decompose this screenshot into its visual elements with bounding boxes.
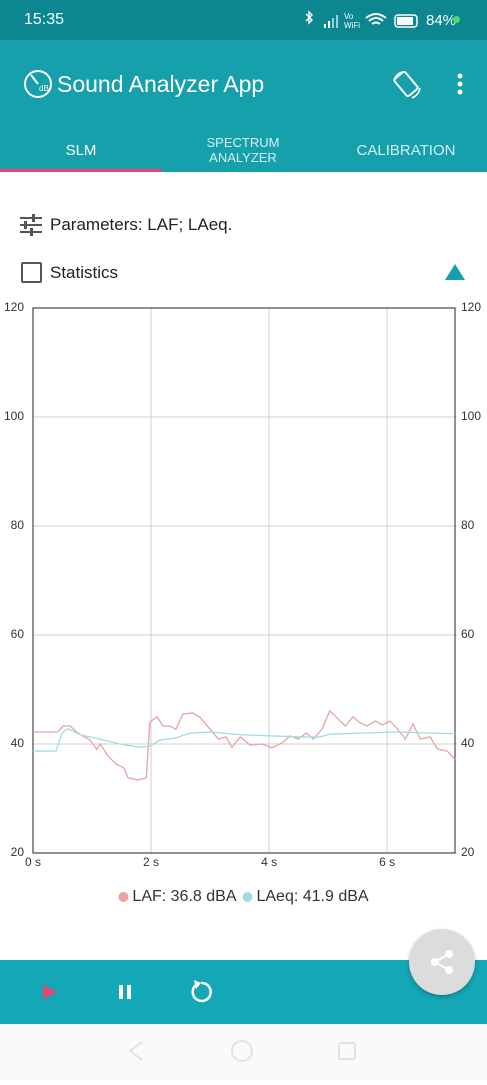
y-tick-label: 120 (4, 300, 24, 314)
y-tick-label: 40 (11, 736, 25, 750)
battery-level: 84% (426, 12, 457, 29)
legend-label: LAF: 36.8 dBA (132, 888, 236, 905)
reset-button[interactable] (188, 979, 214, 1005)
nav-icons (128, 1040, 356, 1062)
charging-dot (453, 16, 460, 23)
svg-text:Vo: Vo (344, 12, 354, 21)
svg-text:WiFi: WiFi (344, 21, 360, 30)
legend-marker (118, 892, 129, 902)
app-title: Sound Analyzer App (57, 71, 265, 97)
tab[interactable]: SPECTRUM ANALYZER (206, 135, 280, 165)
x-tick-label: 4 s (261, 855, 277, 869)
app-bar: dB Sound Analyzer App SLM SPECTRUM ANALY… (0, 40, 487, 172)
svg-text:dB: dB (39, 84, 49, 93)
x-tick-label: 2 s (143, 855, 159, 869)
series-line (33, 709, 456, 781)
parameters-label[interactable]: Parameters: LAF; LAeq. (50, 215, 233, 234)
clock: 15:35 (24, 11, 65, 28)
statistics-label[interactable]: Statistics (50, 263, 119, 282)
control-bar (0, 960, 487, 1024)
y-tick-label: 20 (11, 845, 25, 859)
y2-tick-label: 60 (461, 627, 475, 641)
tab[interactable]: SLM (65, 141, 97, 159)
tab-indicator (0, 169, 162, 172)
x-tick-label: 0 s (25, 855, 41, 869)
y2-tick-label: 100 (461, 409, 481, 423)
y-tick-label: 60 (11, 627, 25, 641)
y2-tick-label: 40 (461, 736, 475, 750)
y-tick-label: 80 (11, 518, 25, 532)
menu-button[interactable] (452, 72, 468, 96)
y2-tick-label: 120 (461, 300, 481, 314)
y-tick-label: 100 (4, 409, 24, 423)
status-bar: 15:35 Vo WiFi 84% (0, 0, 487, 40)
parameters-icon[interactable] (18, 213, 44, 237)
x-tick-label: 6 s (379, 855, 395, 869)
legend-label: LAeq: 41.9 dBA (256, 888, 368, 905)
series-line (33, 727, 456, 752)
collapse-button[interactable] (444, 262, 466, 282)
share-button[interactable] (409, 929, 475, 995)
y2-tick-label: 20 (461, 845, 475, 859)
share-icon (431, 950, 453, 974)
app-icon: dB (24, 70, 52, 98)
play-button[interactable] (40, 982, 60, 1002)
plot-frame (32, 307, 456, 854)
legend-marker (242, 892, 253, 902)
rotate-button[interactable] (390, 68, 424, 102)
navigation-bar (0, 1024, 487, 1080)
chart: 20 40 60 80 100 120 20 40 60 80 100 120 0 s 2 s 4 s 6 s… (4, 300, 481, 905)
tab[interactable]: CALIBRATION (356, 141, 456, 159)
statistics-checkbox[interactable] (21, 262, 42, 283)
pause-button[interactable] (116, 982, 136, 1002)
y2-tick-label: 80 (461, 518, 475, 532)
